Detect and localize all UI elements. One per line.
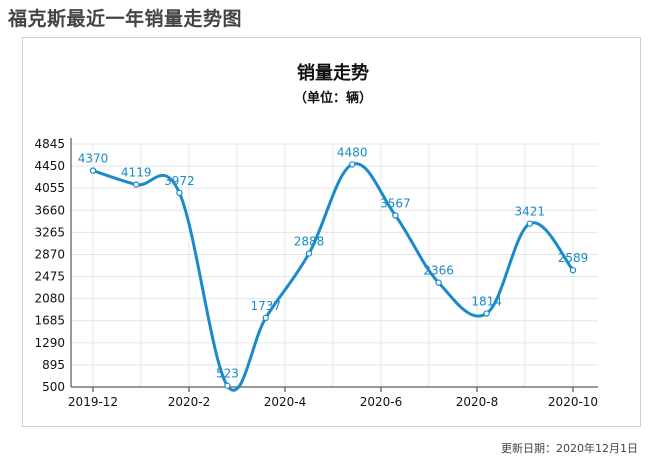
data-point[interactable] <box>132 181 140 188</box>
data-point[interactable] <box>224 382 231 389</box>
data-label: 4119 <box>121 166 152 180</box>
series-layer <box>89 161 577 392</box>
data-label: 2888 <box>294 234 325 248</box>
data-point[interactable] <box>89 167 97 174</box>
data-point[interactable] <box>305 250 313 257</box>
line-chart: 销量走势 （单位：辆） 500 895 1290 1685 2080 2475 2870 32… <box>34 62 598 409</box>
y-tick-label: 2870 <box>34 247 65 261</box>
x-tick-label: 2019-12 <box>68 395 118 409</box>
y-tick-label: 895 <box>42 358 65 372</box>
y-tick-label: 4845 <box>34 137 65 151</box>
data-point[interactable] <box>262 314 269 322</box>
y-tick-label: 500 <box>42 380 65 394</box>
update-date-note: 更新日期：2020年12月1日 <box>501 442 638 455</box>
data-point[interactable] <box>526 220 533 227</box>
x-tick-label: 2020-2 <box>168 395 211 409</box>
chart-title: 销量走势 <box>297 62 369 84</box>
y-tick-label: 2475 <box>34 270 65 284</box>
data-point[interactable] <box>176 189 183 197</box>
data-label: 4480 <box>337 145 368 159</box>
axes: 500 895 1290 1685 2080 2475 2870 3265 3660 4055 44… <box>34 137 598 409</box>
y-tick-label: 1685 <box>34 314 65 328</box>
data-label: 1814 <box>471 295 502 309</box>
x-tick-label: 2020-10 <box>548 395 598 409</box>
chart-panel: 销量走势 （单位：辆） 500 895 1290 1685 2080 2475 2870 32… <box>22 37 641 427</box>
data-labels: 4370 4119 3972 523 1737 2888 4480 3567 2366 1814 3… <box>78 145 589 380</box>
y-tick-label: 3660 <box>34 203 65 217</box>
y-tick-label: 1290 <box>34 336 65 350</box>
y-tick-label: 4450 <box>34 159 65 173</box>
data-label: 523 <box>216 367 239 381</box>
x-tick-label: 2020-4 <box>264 395 307 409</box>
data-point[interactable] <box>483 310 490 317</box>
chart-subtitle: （单位：辆） <box>294 90 372 106</box>
data-point[interactable] <box>435 279 442 286</box>
data-point[interactable] <box>392 212 399 219</box>
data-label: 2366 <box>423 264 454 278</box>
x-tick-label: 2020-8 <box>456 395 499 409</box>
x-tick-label: 2020-6 <box>360 395 403 409</box>
y-tick-label: 2080 <box>34 292 65 306</box>
data-label: 3972 <box>164 174 195 188</box>
data-label: 1737 <box>251 299 282 313</box>
data-point[interactable] <box>569 266 577 274</box>
data-point[interactable] <box>349 161 356 168</box>
y-tick-label: 4055 <box>34 181 65 195</box>
data-label: 3421 <box>515 205 546 219</box>
data-label: 4370 <box>78 152 109 166</box>
data-label: 3567 <box>380 196 411 210</box>
page-title: 福克斯最近一年销量走势图 <box>8 8 243 30</box>
grid-lines <box>71 143 598 387</box>
data-label: 2589 <box>558 251 589 265</box>
y-tick-label: 3265 <box>34 225 65 239</box>
